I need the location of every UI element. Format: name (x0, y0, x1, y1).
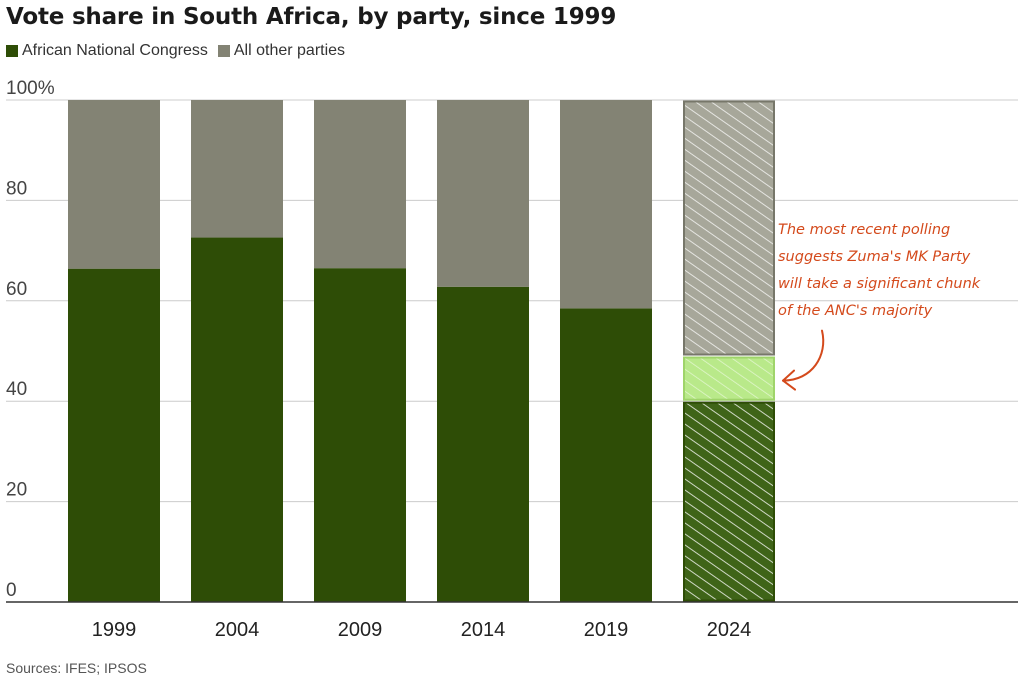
bar-1999-anc (68, 268, 160, 602)
y-tick-label-80: 80 (6, 178, 27, 199)
bar-1999-other (68, 100, 160, 269)
annotation-arrow-line (782, 329, 825, 382)
x-tick-label-2004: 2004 (215, 619, 260, 641)
legend-item-other: All other parties (217, 42, 346, 60)
bar-2014-anc (437, 286, 529, 602)
legend-label-other: All other parties (233, 42, 346, 59)
annotation: The most recent polling suggests Zuma's M… (778, 222, 981, 391)
legend: African National Congress All other part… (6, 42, 355, 60)
axis-layer: 0 20 40 60 80 100% 1999 2004 2009 2014 2019 2024 (6, 78, 1018, 641)
y-tick-label-20: 20 (6, 480, 27, 501)
legend-label-anc: African National Congress (22, 42, 208, 59)
x-tick-label-2014: 2014 (461, 619, 506, 641)
bar-2004-anc (191, 237, 283, 602)
annotation-line-3: will take a significant chunk (778, 276, 981, 292)
annotation-arrow-head (782, 369, 796, 391)
bar-2024-other (683, 100, 775, 356)
annotation-line-4: of the ANC's majority (778, 303, 933, 319)
bar-2019-other (560, 100, 652, 309)
bars-layer (68, 100, 775, 602)
bar-2024-anc (683, 401, 775, 602)
source-note: Sources: IFES; IPSOS (6, 660, 147, 676)
x-tick-label-2009: 2009 (338, 619, 383, 641)
y-tick-label-60: 60 (6, 279, 27, 300)
bar-2014-other (437, 100, 529, 287)
bar-2024-mk (683, 356, 775, 401)
bar-2019-anc (560, 308, 652, 602)
x-tick-label-1999: 1999 (92, 619, 137, 641)
y-tick-label-100: 100% (6, 78, 55, 99)
annotation-line-2: suggests Zuma's MK Party (778, 249, 971, 265)
chart-title: Vote share in South Africa, by party, si… (6, 4, 617, 30)
bar-2009-anc (314, 268, 406, 602)
y-tick-label-40: 40 (6, 379, 27, 400)
legend-item-anc: African National Congress (6, 42, 208, 60)
bar-2009-other (314, 100, 406, 269)
bar-2004-other (191, 100, 283, 238)
x-tick-label-2019: 2019 (584, 619, 629, 641)
legend-swatch-anc (6, 45, 18, 57)
x-tick-label-2024: 2024 (707, 619, 752, 641)
y-tick-label-0: 0 (6, 580, 17, 601)
annotation-line-1: The most recent polling (778, 222, 950, 238)
legend-swatch-other (217, 45, 230, 57)
